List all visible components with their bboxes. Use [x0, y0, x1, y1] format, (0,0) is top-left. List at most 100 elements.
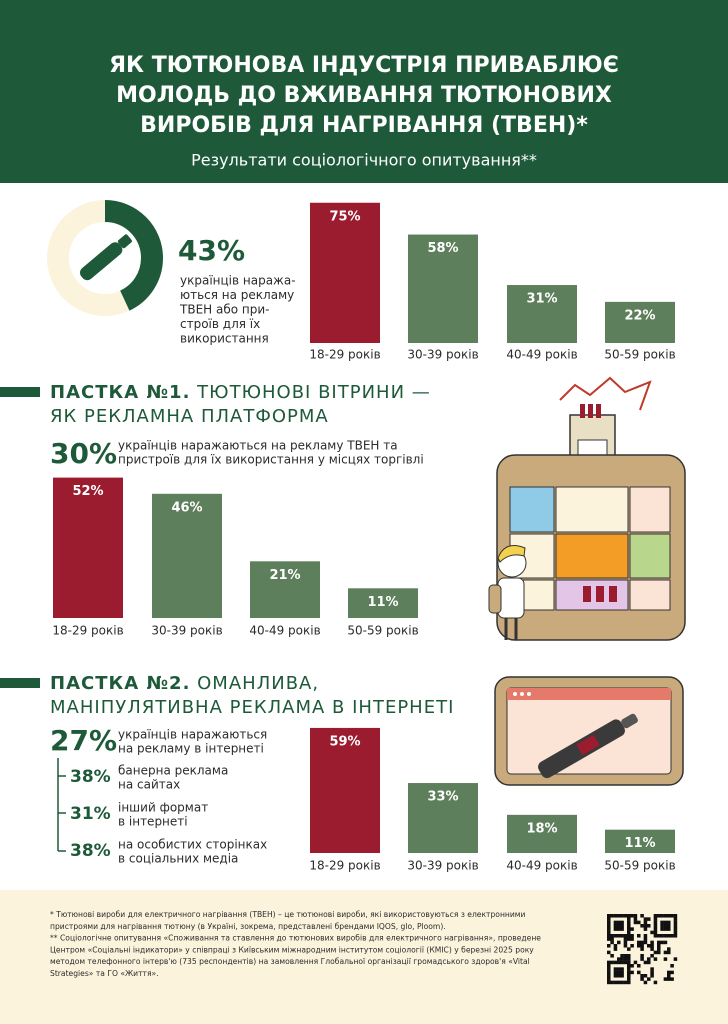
qr-module	[607, 934, 611, 938]
qr-module	[620, 970, 624, 975]
qr-module	[653, 927, 658, 931]
qr-module	[617, 934, 621, 938]
qr-module	[647, 960, 651, 965]
qr-module	[630, 914, 634, 918]
bar-value-label: 59%	[329, 734, 360, 749]
qr-module	[650, 944, 654, 948]
qr-module	[663, 950, 668, 955]
qr-module	[667, 934, 671, 938]
qr-module	[627, 974, 631, 978]
category-label: 30-39 років	[407, 348, 478, 362]
qr-module	[620, 920, 624, 925]
qr-module	[617, 940, 621, 945]
bar	[507, 814, 577, 853]
qr-module	[650, 967, 654, 971]
qr-module	[627, 927, 631, 931]
browser-illustration	[494, 676, 684, 786]
qr-module	[607, 980, 611, 985]
qr-module	[630, 964, 634, 968]
bar	[507, 285, 577, 343]
qr-module	[673, 914, 678, 918]
qr-module	[627, 914, 631, 918]
category-label: 40-49 років	[249, 624, 320, 638]
qr-module	[663, 920, 668, 925]
item-text: в соціальних медіа	[118, 852, 238, 866]
qr-module	[670, 970, 674, 975]
qr-module	[613, 927, 618, 931]
qr-module	[673, 924, 678, 928]
qr-module	[610, 934, 614, 938]
item-stat: 31%	[70, 804, 111, 824]
shop-illustration	[488, 376, 686, 641]
qr-module	[630, 937, 634, 941]
qr-module	[673, 917, 678, 921]
footer-band	[0, 890, 728, 1024]
qr-module	[613, 970, 618, 975]
qr-module	[623, 954, 628, 958]
qr-module	[647, 957, 651, 961]
qr-module	[617, 960, 621, 965]
qr-module	[650, 947, 654, 951]
qr-module	[620, 934, 624, 938]
item-text: на особистих сторінках	[118, 838, 267, 852]
qr-module	[627, 920, 631, 925]
stat-text: українців наражаються на рекламу ТВЕН та	[118, 439, 398, 453]
qr-module	[627, 930, 631, 935]
qr-module	[617, 927, 621, 931]
bar-value-label: 22%	[624, 308, 655, 323]
qr-module	[623, 914, 628, 918]
qr-module	[643, 940, 648, 945]
qr-module	[643, 920, 648, 925]
qr-module	[660, 940, 664, 945]
qr-module	[657, 934, 661, 938]
qr-module	[627, 917, 631, 921]
bar	[310, 202, 380, 343]
qr-module	[633, 914, 638, 918]
qr-module	[610, 980, 614, 985]
item-text: інший формат	[118, 801, 208, 815]
qr-module	[620, 927, 624, 931]
qr-module	[647, 944, 651, 948]
bar-value-label: 31%	[526, 292, 557, 307]
item-stat: 38%	[70, 841, 111, 861]
qr-module	[667, 950, 671, 955]
qr-module	[633, 920, 638, 925]
qr-module	[643, 937, 648, 941]
qr-module	[627, 960, 631, 965]
qr-module	[643, 934, 648, 938]
qr-module	[673, 957, 678, 961]
section-title: ТЮТЮНОВІ ВІТРИНИ —	[190, 382, 430, 403]
qr-module	[640, 977, 644, 981]
qr-module	[663, 934, 668, 938]
stat-text: пристроїв для їх використання у місцях т…	[118, 453, 424, 467]
qr-module	[657, 950, 661, 955]
qr-module	[670, 977, 674, 981]
qr-module	[613, 947, 618, 951]
qr-module	[613, 934, 618, 938]
qr-module	[643, 974, 648, 978]
section-rule	[0, 387, 40, 397]
bar-value-label: 18%	[526, 821, 557, 836]
qr-module	[607, 930, 611, 935]
qr-module	[637, 934, 641, 938]
qr-module	[623, 957, 628, 961]
qr-module	[607, 927, 611, 931]
section-rule	[0, 678, 40, 688]
qr-module	[627, 967, 631, 971]
qr-module	[653, 920, 658, 925]
stat-text: використання	[180, 332, 269, 346]
qr-module	[650, 940, 654, 945]
category-label: 40-49 років	[506, 348, 577, 362]
qr-module	[607, 917, 611, 921]
qr-module	[617, 957, 621, 961]
category-label: 18-29 років	[52, 624, 123, 638]
bar	[408, 234, 478, 343]
qr-module	[617, 970, 621, 975]
subtitle: Результати соціологічного опитування**	[191, 151, 537, 170]
qr-module	[627, 970, 631, 975]
qr-module	[647, 917, 651, 921]
qr-module	[663, 927, 668, 931]
qr-module	[653, 930, 658, 935]
qr-module	[620, 957, 624, 961]
qr-module	[653, 924, 658, 928]
